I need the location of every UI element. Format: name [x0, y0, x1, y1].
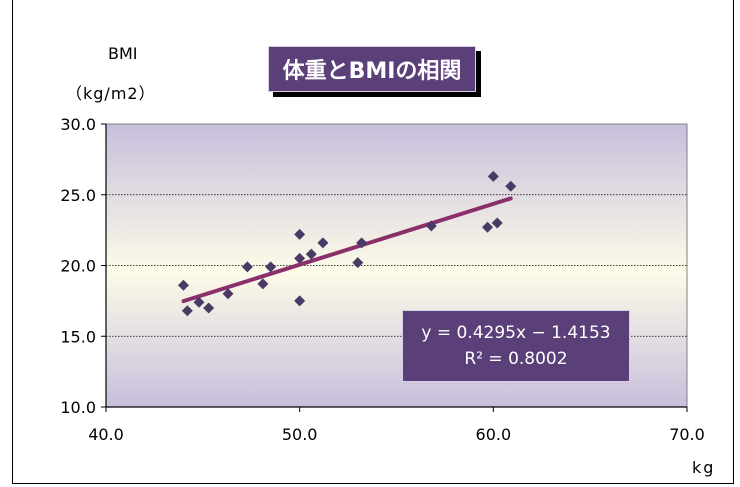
- data-point: [203, 302, 215, 314]
- trendline-equation: y = 0.4295x − 1.4153: [421, 323, 611, 343]
- chart-title: 体重とBMIの相関: [268, 46, 476, 92]
- data-point: [294, 252, 306, 264]
- x-axis-label: kg: [692, 458, 716, 477]
- data-point: [425, 220, 437, 232]
- data-point: [305, 248, 317, 260]
- data-point: [181, 305, 193, 317]
- data-point: [294, 295, 306, 307]
- data-point: [294, 228, 306, 240]
- data-point: [482, 221, 494, 233]
- data-point: [265, 261, 277, 273]
- y-axis-unit: （kg/m2）: [66, 84, 156, 103]
- x-tick-label: 60.0: [476, 425, 512, 444]
- y-axis-label: BMI: [108, 44, 138, 63]
- data-point: [177, 279, 189, 291]
- data-point: [257, 278, 269, 290]
- r-squared-label: R² = 0.8002: [464, 349, 568, 369]
- x-tick-label: 40.0: [88, 425, 124, 444]
- x-tick-label: 50.0: [282, 425, 318, 444]
- y-tick-label: 15.0: [60, 327, 96, 346]
- data-point: [317, 237, 329, 249]
- data-point: [352, 257, 364, 269]
- data-point: [491, 217, 503, 229]
- chart-frame: [12, 0, 734, 484]
- data-point: [487, 170, 499, 182]
- y-tick-label: 25.0: [60, 186, 96, 205]
- data-point: [222, 288, 234, 300]
- trendline: [181, 196, 513, 304]
- data-point: [193, 296, 205, 308]
- trendline-equation-box: y = 0.4295x − 1.4153 R² = 0.8002: [402, 310, 630, 382]
- data-point: [241, 261, 253, 273]
- y-tick-label: 20.0: [60, 257, 96, 276]
- y-tick-label: 30.0: [60, 115, 96, 134]
- y-tick-label: 10.0: [60, 398, 96, 417]
- data-point: [356, 237, 368, 249]
- x-tick-label: 70.0: [669, 425, 705, 444]
- data-point: [505, 180, 517, 192]
